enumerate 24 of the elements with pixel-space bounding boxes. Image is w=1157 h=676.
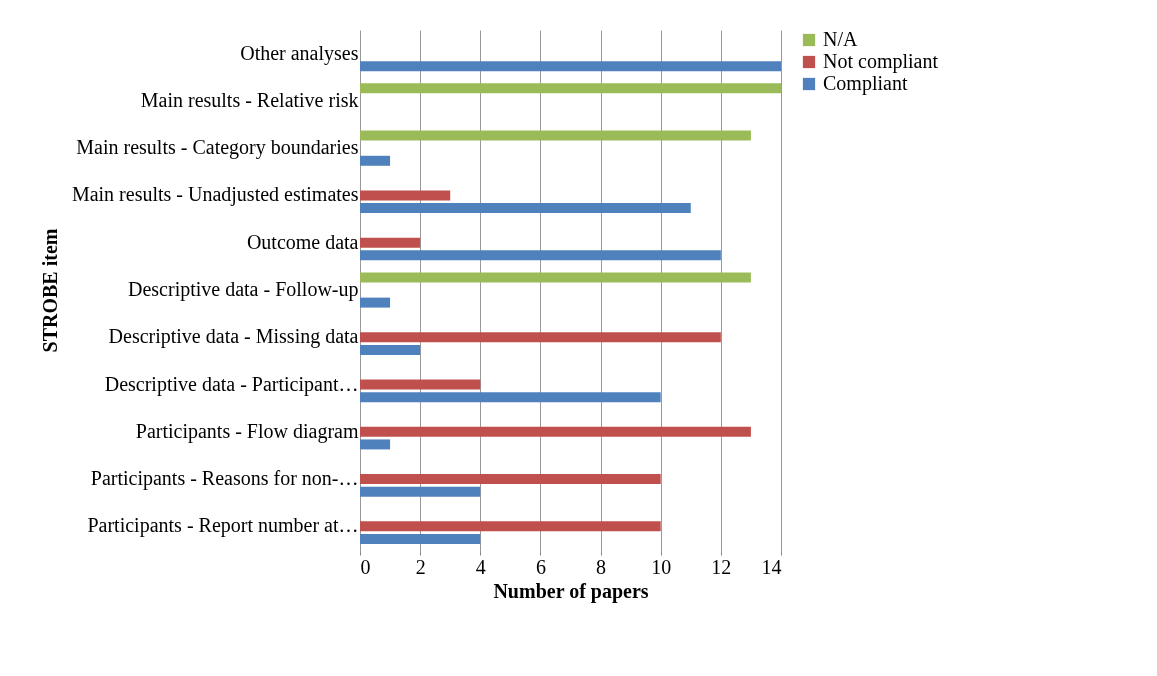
- x-tick-label: 2: [415, 555, 426, 578]
- y-tick-label: Main results - Relative risk: [140, 88, 359, 111]
- y-tick-label: Descriptive data - Participant…: [104, 372, 359, 396]
- x-tick-label: 4: [475, 555, 486, 578]
- x-tick-label: 6: [535, 555, 546, 578]
- y-tick-label: Main results - Unadjusted estimates: [71, 183, 359, 207]
- y-tick-label: Other analyses: [240, 41, 359, 65]
- y-tick-label: Main results - Category boundaries: [76, 136, 359, 160]
- x-axis-title: Number of papers: [493, 579, 649, 603]
- x-tick-label: 0: [360, 555, 371, 578]
- y-tick-label: Participants - Report number at…: [87, 514, 359, 538]
- x-tick-label: 8: [596, 555, 607, 578]
- y-tick-label: Participants - Reasons for non-…: [90, 467, 359, 491]
- y-axis-title: STROBE item: [38, 228, 61, 353]
- x-tick-label: 12: [711, 555, 732, 578]
- y-tick-label: Descriptive data - Missing data: [108, 325, 359, 349]
- legend-label: Compliant: [823, 72, 908, 95]
- x-tick-label: 14: [761, 555, 782, 578]
- x-tick-label: 10: [651, 555, 672, 578]
- legend-label: N/A: [823, 28, 858, 50]
- legend-label: Not compliant: [823, 50, 939, 73]
- y-tick-label: Participants - Flow diagram: [135, 419, 359, 443]
- y-tick-label: Descriptive data - Follow-up: [128, 278, 359, 301]
- y-tick-label: Outcome data: [246, 230, 359, 253]
